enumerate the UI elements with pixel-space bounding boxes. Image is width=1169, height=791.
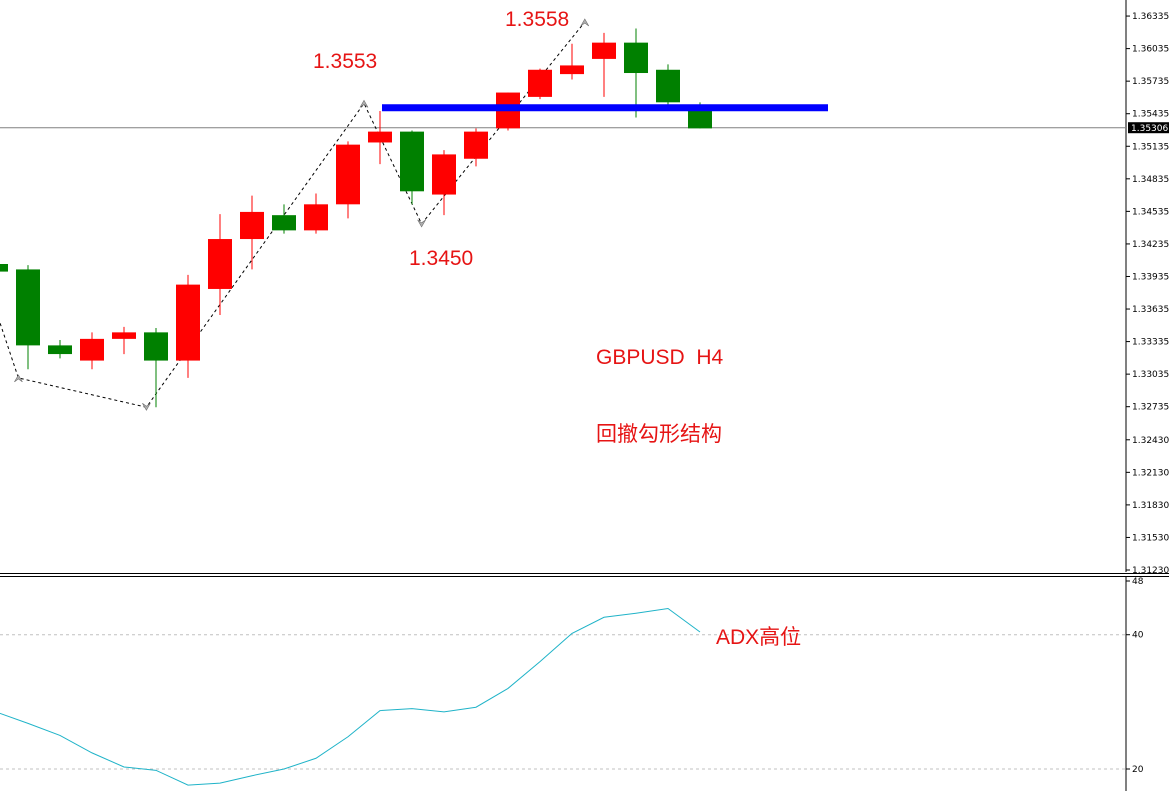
zigzag-low-arrow bbox=[417, 219, 426, 228]
price-tick-label: 1.31830 bbox=[1132, 501, 1169, 511]
price-tick-label: 1.31230 bbox=[1132, 566, 1169, 576]
adx-axis-ticks: 48 40 20 bbox=[1126, 577, 1144, 775]
candle-body bbox=[656, 69, 680, 103]
candle-body bbox=[304, 204, 328, 231]
candle bbox=[400, 130, 424, 205]
price-tick-label: 1.35135 bbox=[1132, 142, 1169, 152]
candle bbox=[80, 332, 104, 370]
resistance-line bbox=[382, 104, 828, 112]
candle bbox=[336, 141, 360, 219]
candle-body bbox=[624, 42, 648, 74]
candle bbox=[496, 92, 520, 131]
candle-body bbox=[432, 154, 456, 195]
candle-body bbox=[16, 269, 40, 346]
adx-tick-label: 20 bbox=[1132, 765, 1144, 775]
candle-body bbox=[112, 332, 136, 339]
candle-body bbox=[464, 131, 488, 159]
price-tick-label: 1.33035 bbox=[1132, 370, 1169, 380]
price-tick-label: 1.36035 bbox=[1132, 45, 1169, 55]
zigzag-high-arrow bbox=[580, 18, 590, 27]
adx-pane: 48 40 20 ADX高位 bbox=[0, 577, 1144, 791]
price-tick-label: 1.34535 bbox=[1132, 207, 1169, 217]
annotation-high-1: 1.3553 bbox=[313, 50, 377, 73]
price-tick-label: 1.35735 bbox=[1132, 77, 1169, 87]
candle-body bbox=[48, 345, 72, 355]
candle bbox=[144, 328, 168, 408]
candle bbox=[16, 265, 40, 370]
price-tick-label: 1.32130 bbox=[1132, 468, 1169, 478]
price-tick-label: 1.35435 bbox=[1132, 110, 1169, 120]
candle-body bbox=[528, 69, 552, 97]
candle-body bbox=[336, 144, 360, 205]
candle bbox=[592, 32, 616, 97]
price-tick-label: 1.36335 bbox=[1132, 12, 1169, 22]
candle-body bbox=[240, 211, 264, 240]
candle bbox=[560, 43, 584, 80]
annotation-low: 1.3450 bbox=[409, 247, 473, 270]
price-pane: 1.36335 1.36035 1.35735 1.35435 1.35135 1.348… bbox=[0, 0, 1169, 576]
symbol-timeframe-label: GBPUSD H4 bbox=[596, 346, 724, 369]
annotation-high-2: 1.3558 bbox=[505, 8, 569, 31]
candle-body bbox=[208, 239, 232, 289]
candle-body bbox=[144, 332, 168, 361]
current-price-box bbox=[1128, 122, 1169, 134]
candle bbox=[624, 28, 648, 118]
price-tick-label: 1.34235 bbox=[1132, 240, 1169, 250]
price-tick-label: 1.33935 bbox=[1132, 272, 1169, 282]
candle-body bbox=[80, 338, 104, 361]
pattern-label: 回撤勾形结构 bbox=[596, 423, 722, 446]
adx-level-lines bbox=[0, 634, 1126, 770]
candle bbox=[432, 150, 456, 216]
candle bbox=[656, 64, 680, 106]
candle bbox=[368, 111, 392, 165]
candle bbox=[240, 195, 264, 270]
candle-body bbox=[560, 65, 584, 75]
candle-body bbox=[368, 131, 392, 143]
candle bbox=[528, 68, 552, 100]
candle bbox=[272, 204, 296, 234]
candle-body bbox=[0, 264, 8, 272]
price-tick-label: 1.31530 bbox=[1132, 533, 1169, 543]
candle-body bbox=[176, 284, 200, 361]
price-tick-label: 1.34835 bbox=[1132, 175, 1169, 185]
current-price-tag: 1.35306 bbox=[1128, 122, 1169, 134]
candle bbox=[0, 264, 8, 272]
price-axis-ticks: 1.36335 1.36035 1.35735 1.35435 1.35135 1.348… bbox=[1126, 12, 1169, 576]
candle-body bbox=[400, 131, 424, 192]
zigzag-high-arrow bbox=[359, 99, 369, 108]
candle-body bbox=[592, 42, 616, 59]
price-tick-label: 1.33335 bbox=[1132, 338, 1169, 348]
candle bbox=[464, 128, 488, 167]
candle bbox=[176, 274, 200, 378]
candle bbox=[208, 214, 232, 315]
price-tick-label: 1.33635 bbox=[1132, 305, 1169, 315]
candle bbox=[112, 326, 136, 355]
candle bbox=[304, 193, 328, 234]
price-tick-label: 1.32735 bbox=[1132, 403, 1169, 413]
price-tick-label: 1.32430 bbox=[1132, 436, 1169, 446]
candle-body bbox=[272, 215, 296, 231]
adx-line bbox=[0, 608, 701, 786]
zigzag-high-arrow bbox=[14, 374, 23, 383]
adx-tick-label: 40 bbox=[1132, 631, 1144, 641]
current-price-label: 1.35306 bbox=[1131, 124, 1168, 134]
adx-tick-label: 48 bbox=[1132, 577, 1144, 587]
adx-annotation: ADX高位 bbox=[716, 626, 801, 649]
zigzag-low-arrow bbox=[142, 402, 151, 411]
candle bbox=[48, 339, 72, 359]
